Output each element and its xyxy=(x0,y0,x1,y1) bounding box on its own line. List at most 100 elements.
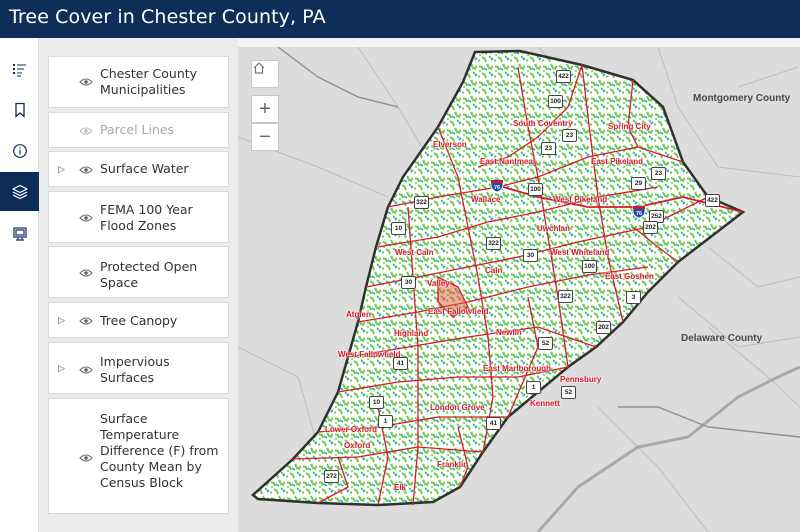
municipal-boundaries xyxy=(292,64,709,506)
route-shield: 422 xyxy=(556,70,571,83)
municipality-label: Caln xyxy=(485,266,503,275)
eye-icon[interactable] xyxy=(79,77,93,87)
municipality-label: South Coventry xyxy=(513,119,573,128)
layer-item-surface-water[interactable]: ▷ Surface Water xyxy=(48,151,229,187)
municipality-label: Atglen xyxy=(346,310,371,319)
map-canvas[interactable] xyxy=(238,47,800,532)
zoom-in-button[interactable]: + xyxy=(251,95,279,123)
route-shield: 1 xyxy=(526,381,541,394)
basemap-road-dark xyxy=(277,47,800,438)
route-shield: 100 xyxy=(528,183,543,196)
municipality-label: East Goshen xyxy=(605,272,654,281)
municipality-label: Elverson xyxy=(433,140,467,149)
layer-item-label: FEMA 100 Year Flood Zones xyxy=(100,202,193,233)
municipality-label: Wallace xyxy=(471,195,501,204)
basemap-river xyxy=(536,365,800,532)
home-icon xyxy=(253,62,265,74)
chester-county-boundary xyxy=(251,49,746,507)
bookmark-icon xyxy=(14,102,25,118)
eye-icon[interactable] xyxy=(79,453,93,463)
expand-caret-icon[interactable]: ▷ xyxy=(58,363,65,373)
interstate-number: 76 xyxy=(636,211,642,217)
municipality-label: West Whiteland xyxy=(550,248,610,257)
route-shield: 202 xyxy=(643,221,658,234)
municipality-label: Oxford xyxy=(344,441,371,450)
eye-icon[interactable] xyxy=(79,213,93,223)
county-label: Montgomery County xyxy=(693,93,791,104)
eye-icon[interactable] xyxy=(79,365,93,375)
layer-item-label: Chester County Municipalities xyxy=(100,66,198,97)
route-shield: 23 xyxy=(541,142,556,155)
municipality-label: West Fallowfield xyxy=(338,350,401,359)
municipality-label: Elk xyxy=(394,483,407,492)
map-view[interactable]: + − Montgomery County Delaware County So… xyxy=(238,47,800,532)
layer-item-label: Parcel Lines xyxy=(100,122,175,137)
layers-button[interactable] xyxy=(0,172,39,211)
bookmarks-button[interactable] xyxy=(0,90,39,129)
route-shield: 23 xyxy=(562,129,577,142)
layer-item-label: Tree Canopy xyxy=(100,313,178,328)
route-shield: 252 xyxy=(649,210,664,223)
municipality-label: East Pikeland xyxy=(591,157,644,166)
municipality-label: Uwchlan xyxy=(537,224,570,233)
zoom-out-button[interactable]: − xyxy=(251,123,279,151)
route-shield: 41 xyxy=(393,357,408,370)
about-button[interactable] xyxy=(0,131,39,170)
expand-caret-icon[interactable]: ▷ xyxy=(58,164,65,174)
layer-item-impervious-surfaces[interactable]: ▷ Impervious Surfaces xyxy=(48,342,229,394)
interstate-number: 76 xyxy=(494,185,500,191)
route-shield: 1 xyxy=(378,415,393,428)
eye-icon[interactable] xyxy=(79,316,93,326)
route-shield: 23 xyxy=(651,167,666,180)
municipality-label: Highland xyxy=(394,329,429,338)
county-label: Delaware County xyxy=(681,333,763,344)
layer-item-parcel-lines[interactable]: Parcel Lines xyxy=(48,112,229,148)
layer-item-label: Surface Water xyxy=(100,161,189,176)
layer-item-tree-canopy[interactable]: ▷ Tree Canopy xyxy=(48,302,229,338)
basemap-gallery-icon xyxy=(12,226,27,241)
route-shield: 10 xyxy=(369,396,384,409)
layer-item-label: Protected Open Space xyxy=(100,259,198,290)
page-title: Tree Cover in Chester County, PA xyxy=(9,6,326,28)
municipality-label: West Caln xyxy=(395,248,434,257)
eye-icon[interactable] xyxy=(79,126,93,136)
municipality-label: Kennett xyxy=(530,399,560,408)
route-shield: 3 xyxy=(626,291,641,304)
route-shield: 30 xyxy=(401,276,416,289)
municipality-label: Pennsbury xyxy=(560,375,602,384)
route-shield: 100 xyxy=(582,260,597,273)
layer-list-panel: Chester County Municipalities Parcel Lin… xyxy=(39,38,238,532)
info-icon xyxy=(12,143,27,158)
eye-icon[interactable] xyxy=(79,268,93,278)
route-shield: 202 xyxy=(596,321,611,334)
interstate-shield-icon: 76 xyxy=(632,204,646,218)
route-shield: 322 xyxy=(558,290,573,303)
home-button[interactable] xyxy=(251,60,279,88)
route-shield: 30 xyxy=(523,249,538,262)
layer-item-surface-temperature[interactable]: Surface Temperature Difference (F) from … xyxy=(48,398,229,514)
route-shield: 100 xyxy=(548,95,563,108)
layer-item-open-space[interactable]: Protected Open Space xyxy=(48,246,229,298)
route-shield: 10 xyxy=(391,222,406,235)
tool-rail xyxy=(0,38,39,532)
municipality-label: Spring City xyxy=(608,122,651,131)
route-shield: 29 xyxy=(631,177,646,190)
basemap-gallery-button[interactable] xyxy=(0,214,39,253)
route-shield: 322 xyxy=(414,196,429,209)
route-shield: 422 xyxy=(705,194,720,207)
route-shield: 272 xyxy=(324,470,339,483)
layer-item-flood-zones[interactable]: FEMA 100 Year Flood Zones xyxy=(48,191,229,243)
municipality-label: East Nantmeal xyxy=(480,157,536,166)
municipality-label: East Fallowfield xyxy=(428,307,489,316)
layer-item-label: Surface Temperature Difference (F) from … xyxy=(100,411,219,490)
municipality-label: Franklin xyxy=(437,460,469,469)
layer-item-municipalities[interactable]: Chester County Municipalities xyxy=(48,56,229,108)
eye-icon[interactable] xyxy=(79,165,93,175)
legend-button[interactable] xyxy=(0,50,39,89)
route-shield: 322 xyxy=(486,237,501,250)
app-header: Tree Cover in Chester County, PA xyxy=(0,0,800,38)
route-shield: 41 xyxy=(486,417,501,430)
expand-caret-icon[interactable]: ▷ xyxy=(58,315,65,325)
municipality-label: London Grove xyxy=(430,403,485,412)
